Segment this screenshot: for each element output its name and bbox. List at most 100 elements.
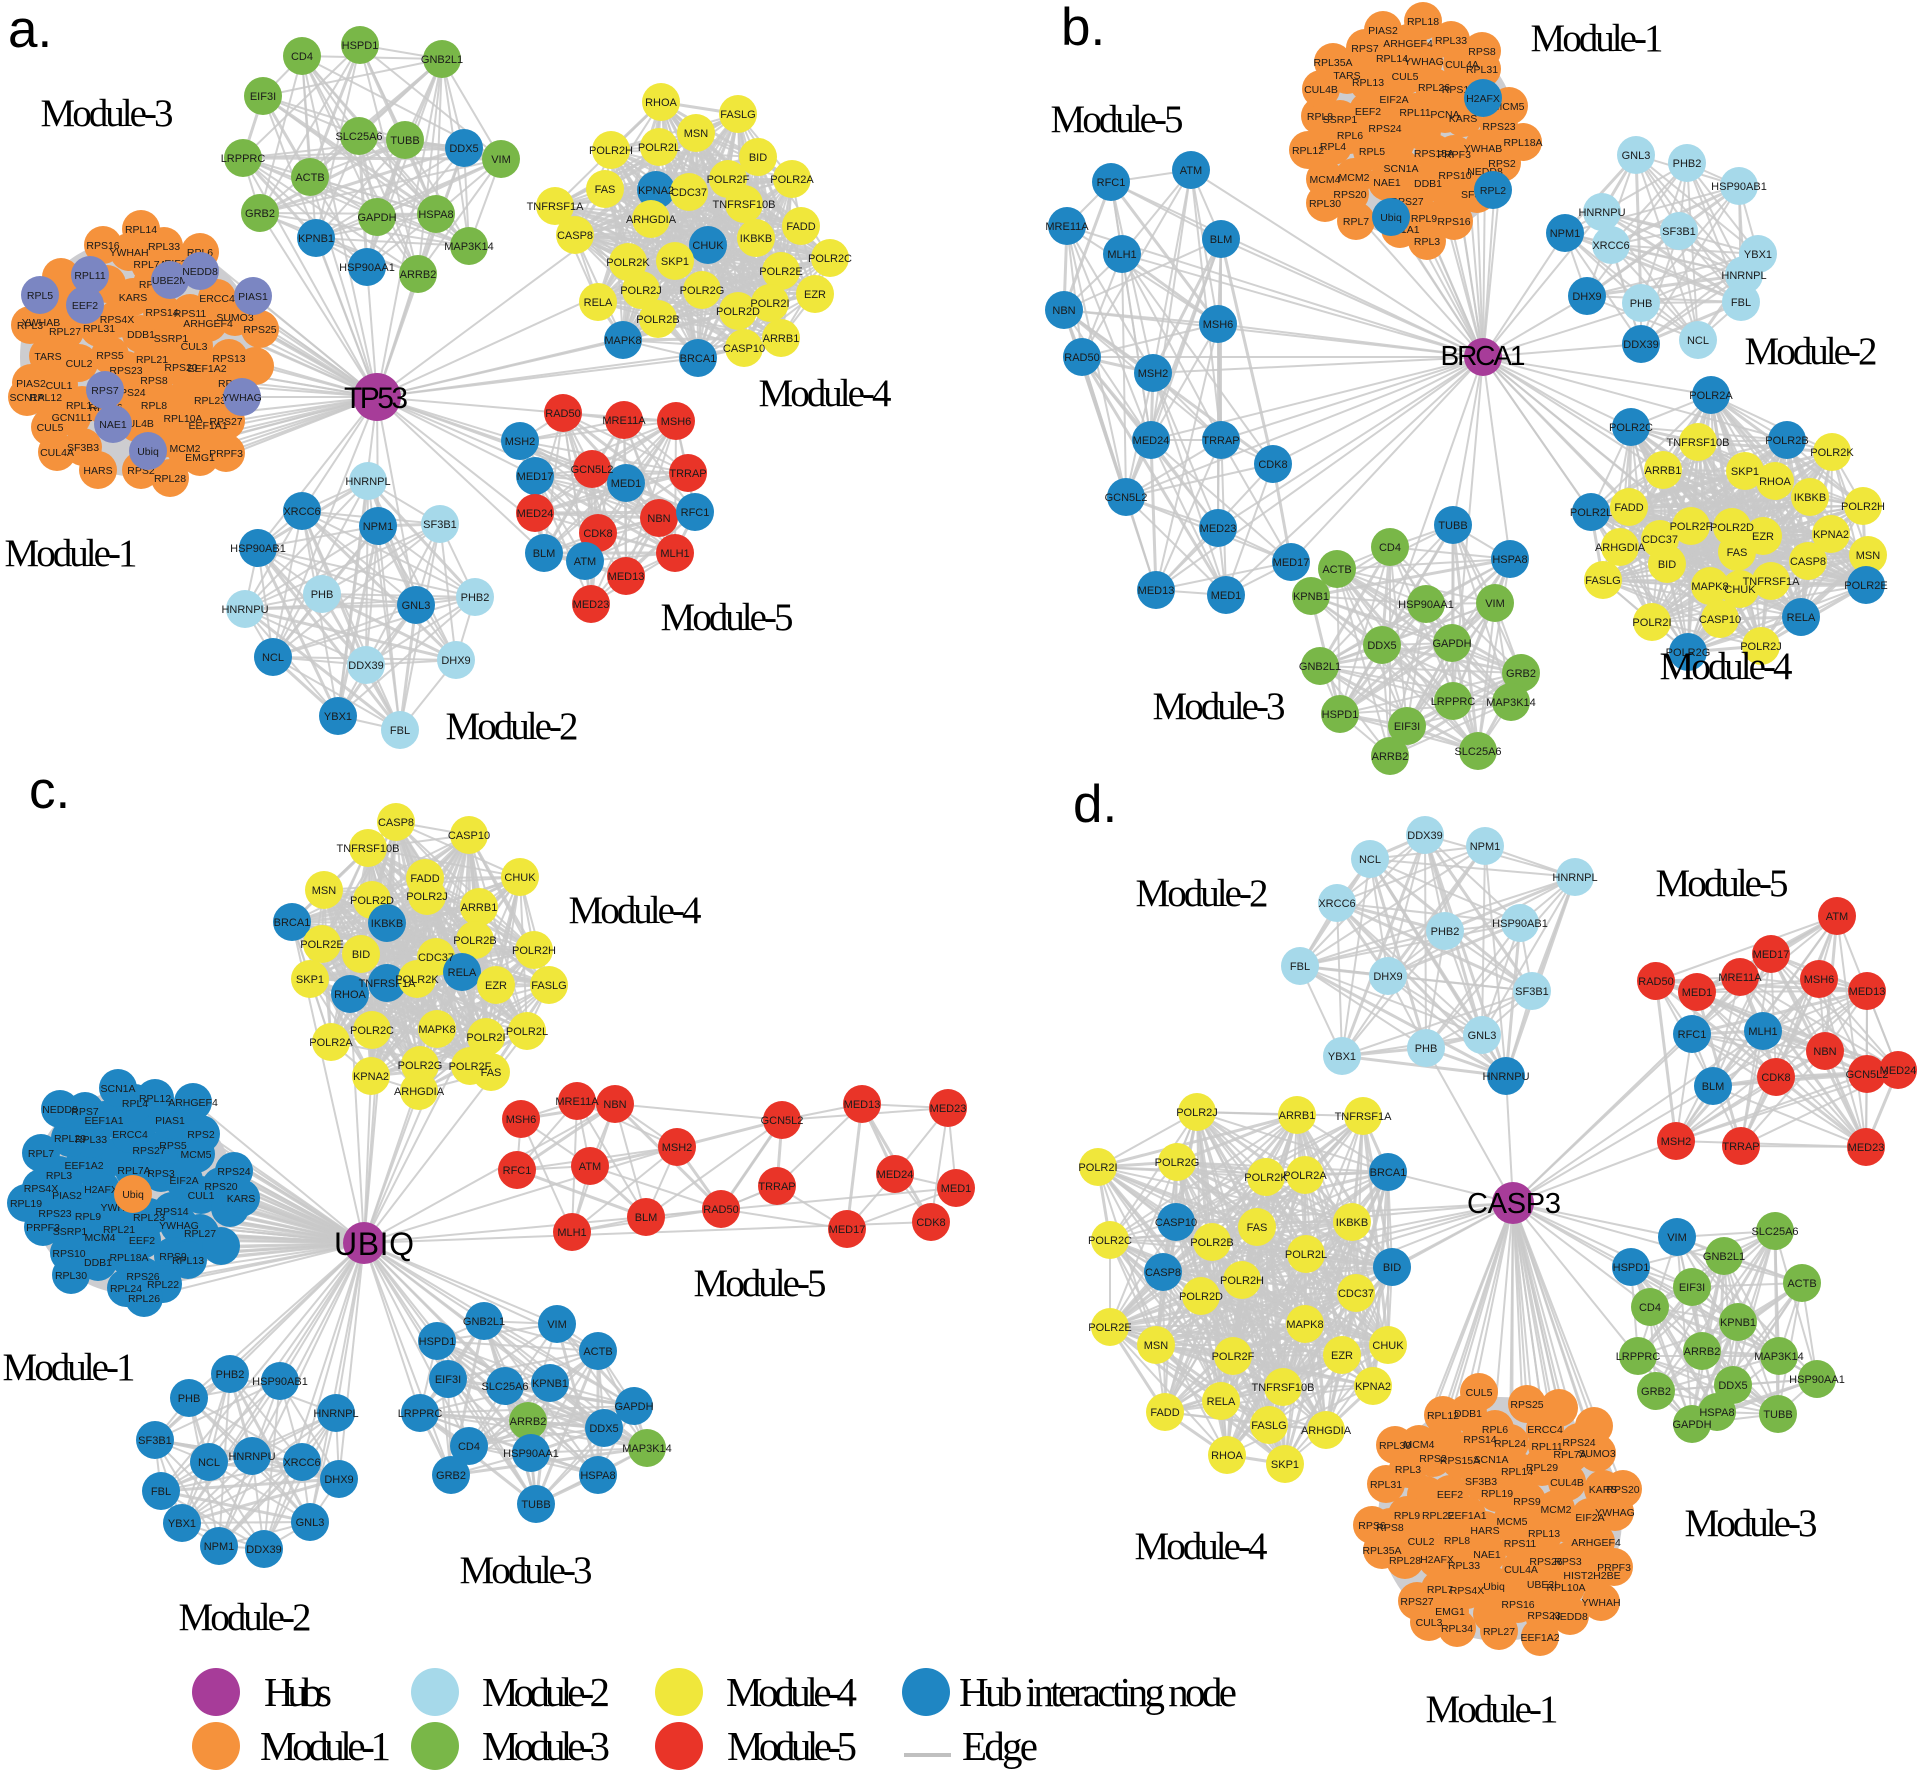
svg-text:RPS16: RPS16 xyxy=(1437,216,1470,228)
svg-text:PHB: PHB xyxy=(311,589,334,601)
svg-text:NBN: NBN xyxy=(1813,1046,1836,1058)
svg-text:IKBKB: IKBKB xyxy=(740,233,772,245)
svg-text:HNRNPL: HNRNPL xyxy=(313,1408,358,1420)
svg-text:RPS9: RPS9 xyxy=(159,1251,187,1263)
svg-text:RFC1: RFC1 xyxy=(1097,177,1126,189)
svg-text:TP53: TP53 xyxy=(344,382,408,415)
svg-text:MCM5: MCM5 xyxy=(1494,101,1525,113)
svg-text:H2AFX: H2AFX xyxy=(84,1184,118,1196)
svg-text:ARRB2: ARRB2 xyxy=(400,269,437,281)
svg-text:POLR2A: POLR2A xyxy=(1283,1170,1327,1182)
svg-text:FADD: FADD xyxy=(786,221,815,233)
svg-text:TNFRSF10B: TNFRSF10B xyxy=(1252,1382,1315,1394)
svg-text:RPL34: RPL34 xyxy=(1441,1623,1473,1635)
svg-text:RPS27: RPS27 xyxy=(132,1145,165,1157)
svg-text:POLR2I: POLR2I xyxy=(466,1032,505,1044)
svg-text:TRRAP: TRRAP xyxy=(1722,1141,1759,1153)
svg-text:MLH1: MLH1 xyxy=(1748,1026,1777,1038)
svg-text:ACTB: ACTB xyxy=(1322,564,1351,576)
svg-text:EMG1: EMG1 xyxy=(1435,1606,1465,1618)
svg-text:MED1: MED1 xyxy=(1682,987,1713,999)
svg-text:RAD50: RAD50 xyxy=(545,408,580,420)
svg-text:RPL9: RPL9 xyxy=(75,1211,101,1223)
svg-text:GNL3: GNL3 xyxy=(402,600,431,612)
svg-text:MED13: MED13 xyxy=(1849,986,1886,998)
svg-text:DDX5: DDX5 xyxy=(589,1423,618,1435)
svg-text:POLR2F: POLR2F xyxy=(449,1061,492,1073)
svg-text:TNFRSF1A: TNFRSF1A xyxy=(1743,576,1801,588)
svg-text:RPS2: RPS2 xyxy=(1488,158,1516,170)
svg-text:POLR2G: POLR2G xyxy=(1155,1157,1200,1169)
svg-text:RPS7: RPS7 xyxy=(91,385,119,397)
svg-text:SSRP1: SSRP1 xyxy=(1323,114,1358,126)
svg-text:ERCC4: ERCC4 xyxy=(1527,1424,1563,1436)
svg-text:c.: c. xyxy=(29,761,70,820)
svg-text:CDC37: CDC37 xyxy=(418,952,454,964)
svg-text:Module-3: Module-3 xyxy=(1685,1502,1818,1545)
svg-text:POLR2L: POLR2L xyxy=(1570,507,1612,519)
svg-text:BID: BID xyxy=(1383,1262,1401,1274)
svg-text:SUMO3: SUMO3 xyxy=(1578,1448,1616,1460)
svg-text:RPS23: RPS23 xyxy=(1482,121,1515,133)
svg-text:NEDD8: NEDD8 xyxy=(182,266,218,278)
svg-text:DDX5: DDX5 xyxy=(1367,640,1396,652)
svg-text:CUL4A: CUL4A xyxy=(40,447,74,459)
svg-text:RPL19: RPL19 xyxy=(1481,1488,1513,1500)
svg-text:NCL: NCL xyxy=(262,652,284,664)
svg-text:POLR2D: POLR2D xyxy=(350,895,394,907)
svg-text:Hubs: Hubs xyxy=(264,1669,332,1715)
svg-text:Module-5: Module-5 xyxy=(694,1262,827,1305)
svg-text:EIF3I: EIF3I xyxy=(250,91,276,103)
svg-text:ARHGEF4: ARHGEF4 xyxy=(183,318,233,330)
svg-text:RPS27: RPS27 xyxy=(209,416,242,428)
svg-text:RPL9: RPL9 xyxy=(1411,213,1437,225)
svg-text:EIF3I: EIF3I xyxy=(1394,721,1420,733)
svg-text:RPL12: RPL12 xyxy=(139,1093,171,1105)
svg-text:GNL3: GNL3 xyxy=(1622,150,1651,162)
svg-text:GCN5L2: GCN5L2 xyxy=(761,1115,804,1127)
svg-text:HARS: HARS xyxy=(83,465,112,477)
svg-text:Module-2: Module-2 xyxy=(1745,330,1878,373)
svg-text:GRB2: GRB2 xyxy=(245,208,275,220)
svg-text:RPL5: RPL5 xyxy=(27,290,53,302)
svg-text:TRRAP: TRRAP xyxy=(758,1181,795,1193)
svg-text:YBX1: YBX1 xyxy=(168,1518,196,1530)
svg-text:MAP3K14: MAP3K14 xyxy=(444,241,494,253)
svg-text:ATM: ATM xyxy=(1180,165,1202,177)
svg-text:Module-2: Module-2 xyxy=(179,1596,312,1639)
svg-text:SF3B3: SF3B3 xyxy=(67,442,99,454)
svg-text:GNB2L1: GNB2L1 xyxy=(463,1316,505,1328)
svg-text:ACTB: ACTB xyxy=(295,172,324,184)
svg-text:TNFRSF1A: TNFRSF1A xyxy=(527,201,585,213)
svg-text:LRPPRC: LRPPRC xyxy=(1616,1351,1661,1363)
svg-text:EEF1A2: EEF1A2 xyxy=(1520,1632,1559,1644)
svg-text:RELA: RELA xyxy=(1207,1396,1236,1408)
svg-text:PHB2: PHB2 xyxy=(216,1369,245,1381)
svg-text:RPS7: RPS7 xyxy=(71,1106,99,1118)
svg-text:RPS23: RPS23 xyxy=(38,1208,71,1220)
svg-text:POLR2K: POLR2K xyxy=(395,974,439,986)
svg-text:PHB2: PHB2 xyxy=(461,592,490,604)
svg-text:H2AFX: H2AFX xyxy=(1466,93,1500,105)
svg-text:HNRNPL: HNRNPL xyxy=(1721,270,1766,282)
svg-text:KPNB1: KPNB1 xyxy=(1293,591,1329,603)
svg-text:POLR2L: POLR2L xyxy=(506,1026,548,1038)
svg-text:POLR2F: POLR2F xyxy=(1212,1351,1255,1363)
svg-text:RHOA: RHOA xyxy=(645,97,677,109)
svg-text:RPL7A: RPL7A xyxy=(117,1165,150,1177)
svg-text:MSH2: MSH2 xyxy=(1138,368,1169,380)
svg-text:BLM: BLM xyxy=(533,548,556,560)
svg-text:RAD50: RAD50 xyxy=(1638,976,1673,988)
svg-text:NPM1: NPM1 xyxy=(1470,841,1501,853)
svg-text:PIAS2: PIAS2 xyxy=(52,1190,82,1202)
svg-text:LRPPRC: LRPPRC xyxy=(1431,696,1476,708)
svg-text:PRPF3: PRPF3 xyxy=(209,448,243,460)
svg-text:KPNA2: KPNA2 xyxy=(353,1071,389,1083)
svg-text:Ubiq: Ubiq xyxy=(122,1189,144,1201)
svg-text:KARS: KARS xyxy=(227,1193,256,1205)
svg-text:ARHGEF4: ARHGEF4 xyxy=(1571,1537,1621,1549)
svg-text:MSH6: MSH6 xyxy=(506,1114,537,1126)
svg-text:POLR2F: POLR2F xyxy=(707,174,750,186)
svg-text:POLR2D: POLR2D xyxy=(1710,522,1754,534)
svg-text:POLR2L: POLR2L xyxy=(638,142,680,154)
